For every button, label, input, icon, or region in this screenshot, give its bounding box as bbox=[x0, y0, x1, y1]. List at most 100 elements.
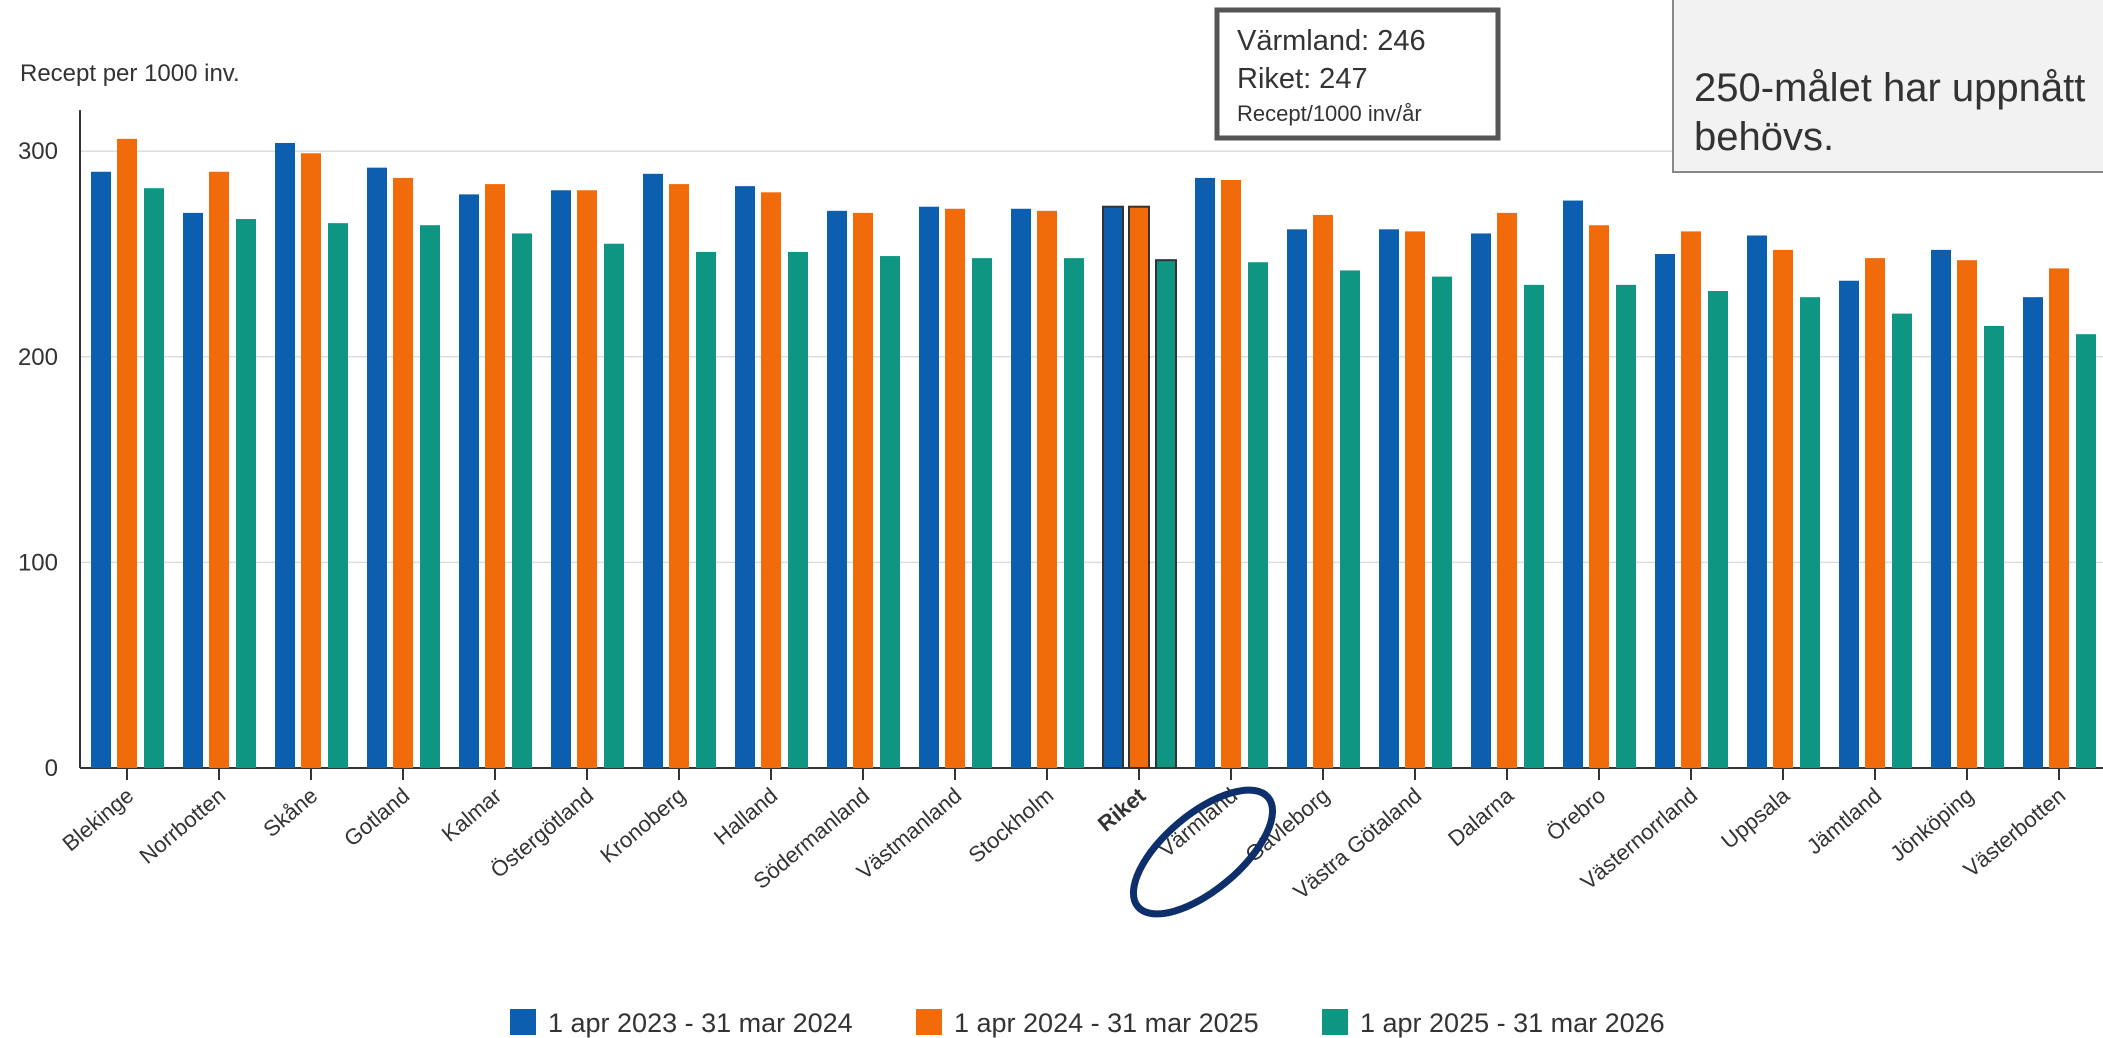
bar bbox=[1064, 258, 1084, 768]
bar bbox=[1102, 205, 1124, 770]
bar bbox=[1248, 262, 1268, 768]
bar bbox=[1471, 233, 1491, 768]
bar bbox=[1405, 231, 1425, 768]
bar bbox=[853, 212, 873, 768]
bar bbox=[1379, 229, 1399, 768]
x-tick-label: Örebro bbox=[1542, 783, 1611, 846]
bar bbox=[1931, 249, 1951, 768]
bar bbox=[2076, 334, 2096, 768]
bar bbox=[669, 184, 689, 768]
bar bbox=[1011, 208, 1031, 768]
y-tick-label: 200 bbox=[18, 344, 58, 371]
bar bbox=[236, 219, 256, 769]
tooltip-line: Riket: 247 bbox=[1237, 63, 1368, 95]
bar bbox=[1432, 276, 1452, 768]
bar bbox=[1747, 235, 1767, 769]
y-tick-label: 100 bbox=[18, 549, 58, 576]
y-tick-label: 300 bbox=[18, 138, 58, 165]
annotation-line: 250-målet har uppnått bbox=[1694, 66, 2085, 110]
bar bbox=[1195, 177, 1215, 769]
bar bbox=[2049, 268, 2069, 768]
x-tick-label: Västerbotten bbox=[1959, 783, 2071, 882]
annotation-line: behövs. bbox=[1694, 115, 1834, 159]
legend-swatch bbox=[1322, 1009, 1348, 1035]
bar bbox=[827, 210, 847, 769]
x-tick-label: Norrbotten bbox=[135, 783, 231, 869]
bar bbox=[2023, 297, 2043, 768]
bar bbox=[1221, 179, 1241, 768]
bar bbox=[485, 184, 505, 768]
x-tick-label: Riket bbox=[1093, 782, 1151, 836]
bar bbox=[696, 251, 716, 769]
bar bbox=[945, 208, 965, 768]
bar bbox=[1155, 259, 1177, 769]
bar bbox=[577, 190, 597, 769]
bar bbox=[761, 192, 781, 768]
bar bbox=[1800, 297, 1820, 768]
bar bbox=[1865, 258, 1885, 768]
bar bbox=[275, 142, 295, 768]
x-tick-label: Skåne bbox=[258, 783, 322, 842]
bar bbox=[1524, 284, 1544, 768]
legend-label: 1 apr 2023 - 31 mar 2024 bbox=[548, 1008, 853, 1038]
x-tick-label: Kalmar bbox=[437, 783, 506, 847]
x-tick-label: Gotland bbox=[339, 783, 414, 852]
bar bbox=[328, 223, 348, 768]
bar bbox=[393, 177, 413, 769]
bar bbox=[1773, 249, 1793, 768]
x-tick-label: Blekinge bbox=[57, 783, 138, 856]
x-tick-label: Jämtland bbox=[1802, 783, 1886, 860]
bar bbox=[420, 225, 440, 768]
highlight-ellipse bbox=[1129, 786, 1277, 918]
bar bbox=[643, 173, 663, 769]
bar bbox=[1589, 225, 1609, 768]
bar bbox=[1128, 205, 1150, 770]
tooltip-line: Recept/1000 inv/år bbox=[1237, 101, 1422, 126]
x-tick-label: Uppsala bbox=[1716, 782, 1794, 854]
bar bbox=[972, 258, 992, 768]
legend-label: 1 apr 2024 - 31 mar 2025 bbox=[954, 1008, 1259, 1038]
bar bbox=[1708, 291, 1728, 768]
tooltip: Värmland: 246 Riket: 247 Recept/1000 inv… bbox=[1214, 7, 1501, 141]
annotation-box bbox=[1672, 0, 2103, 173]
bar bbox=[788, 251, 808, 769]
bar bbox=[1037, 210, 1057, 769]
bar bbox=[1563, 200, 1583, 768]
x-tick-label: Stockholm bbox=[963, 783, 1058, 868]
x-tick-label: Kronoberg bbox=[595, 783, 690, 868]
bar bbox=[1287, 229, 1307, 768]
bar bbox=[1839, 280, 1859, 768]
x-tick-label: Jönköping bbox=[1885, 783, 1978, 867]
y-tick-label: 0 bbox=[45, 755, 58, 782]
legend-swatch bbox=[916, 1009, 942, 1035]
bar bbox=[301, 153, 321, 769]
bar bbox=[735, 186, 755, 769]
bar bbox=[1313, 214, 1333, 768]
bar bbox=[1984, 325, 2004, 768]
bar bbox=[919, 206, 939, 768]
bar bbox=[1655, 254, 1675, 768]
bar bbox=[880, 256, 900, 768]
bar bbox=[604, 243, 624, 769]
bar bbox=[1497, 212, 1517, 768]
bar bbox=[367, 167, 387, 768]
x-tick-label: Halland bbox=[709, 783, 782, 850]
bar bbox=[512, 233, 532, 768]
legend-swatch bbox=[510, 1009, 536, 1035]
tooltip-line: Värmland: 246 bbox=[1237, 25, 1426, 57]
bar bbox=[183, 212, 203, 768]
bar bbox=[1892, 313, 1912, 768]
bar bbox=[459, 194, 479, 769]
bar bbox=[1957, 260, 1977, 768]
bar bbox=[91, 171, 111, 768]
bar bbox=[1616, 284, 1636, 768]
bar bbox=[551, 190, 571, 769]
annotation: 250-målet har uppnått behövs. bbox=[1672, 0, 2103, 173]
legend-label: 1 apr 2025 - 31 mar 2026 bbox=[1360, 1008, 1665, 1038]
bar bbox=[1681, 231, 1701, 768]
x-tick-label: Dalarna bbox=[1443, 782, 1519, 851]
bar bbox=[144, 188, 164, 768]
y-axis-label: Recept per 1000 inv. bbox=[20, 60, 240, 87]
tooltip-box bbox=[1214, 7, 1501, 141]
